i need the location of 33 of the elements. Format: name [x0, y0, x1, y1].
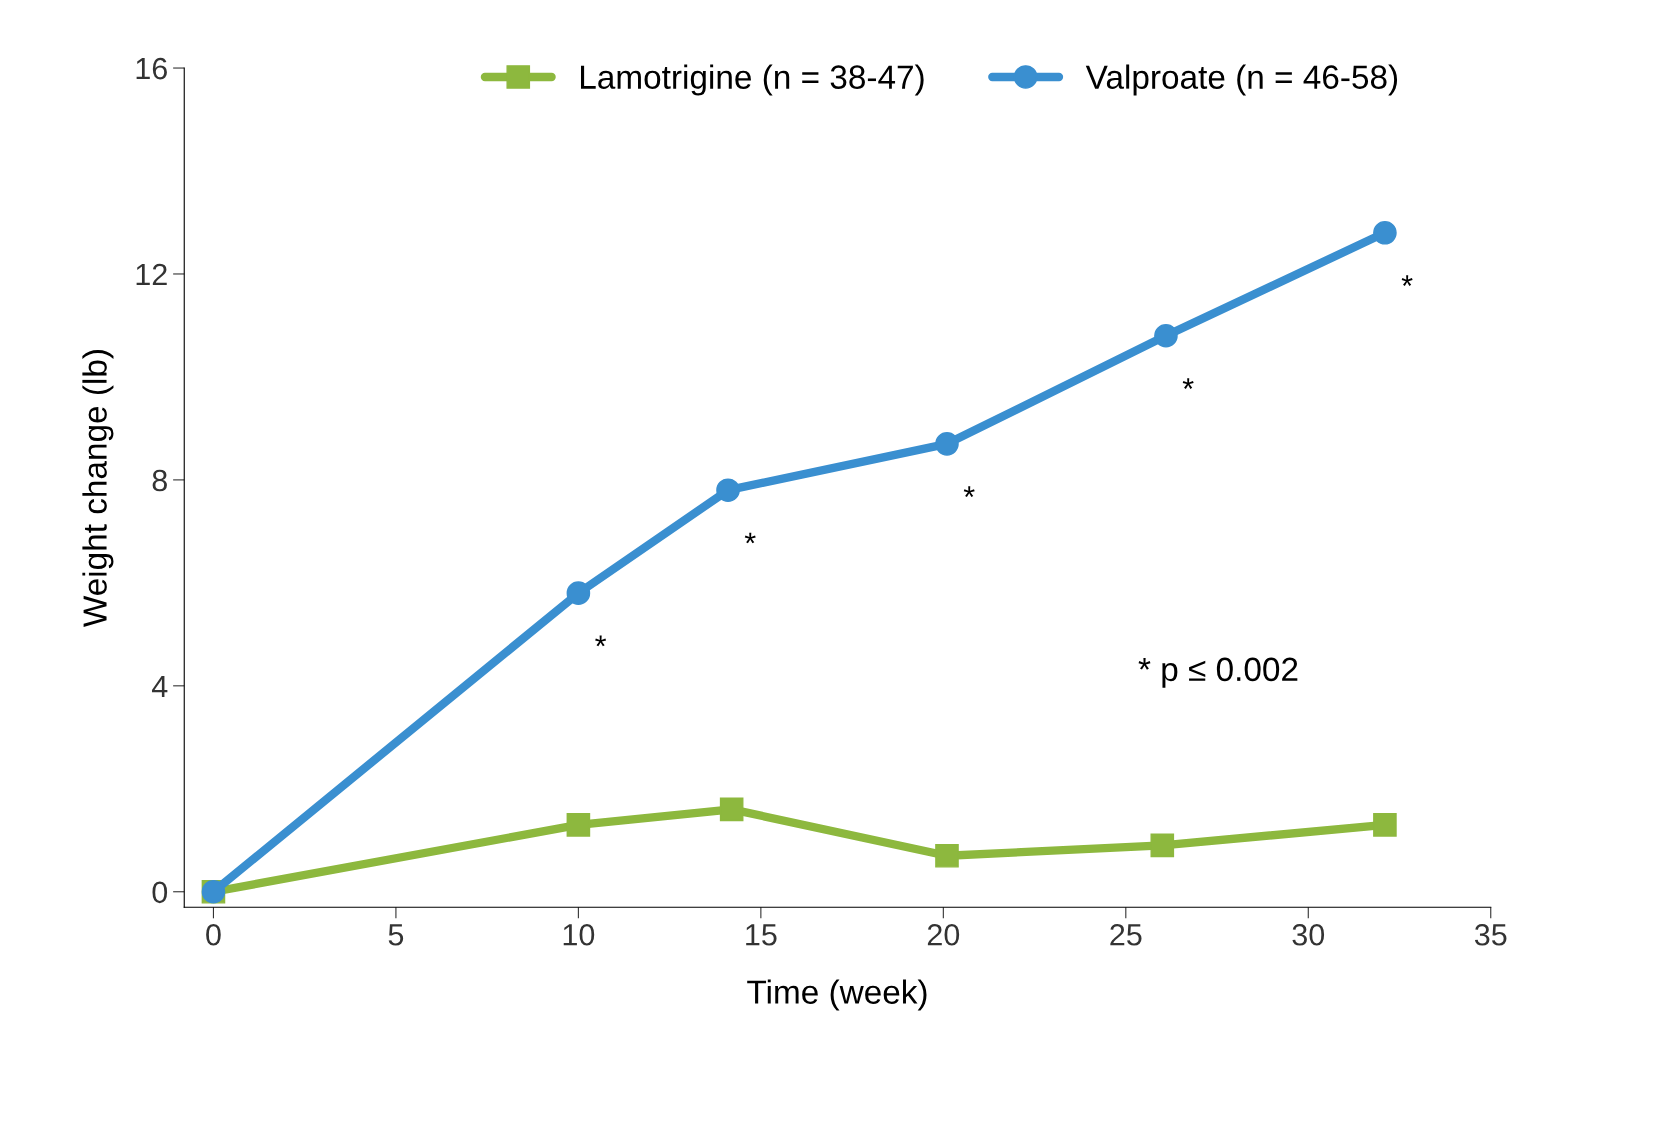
x-tick-label: 10 [563, 923, 595, 946]
annotation: * [1401, 275, 1413, 286]
point [935, 843, 959, 868]
annotation: * [963, 486, 975, 498]
x-tick-label: 5 [388, 924, 404, 946]
y-tick-label: 8 [152, 469, 167, 492]
annotation: * p ≤ 0.002 [1138, 657, 1298, 688]
point [719, 797, 744, 822]
point [566, 581, 591, 605]
point [1373, 813, 1397, 837]
y-axis-title: Weight change (lb) [82, 350, 114, 628]
point [1154, 323, 1178, 348]
x-tick-label: 25 [1110, 923, 1142, 946]
point [935, 432, 959, 456]
annotation: * [744, 532, 756, 544]
x-axis-title: Time (week) [747, 979, 927, 1011]
y-tick-label: 0 [152, 881, 168, 904]
annotation: * [1182, 378, 1194, 389]
y-tick-label: 4 [151, 675, 168, 697]
y-tick-label: 16 [136, 57, 167, 80]
x-tick-label: 30 [1292, 923, 1325, 946]
x-tick-label: 15 [746, 924, 777, 946]
legend-label: Valproate (n = 46-58) [1085, 64, 1398, 96]
point [1373, 220, 1397, 245]
y-tick-label: 12 [136, 263, 167, 286]
legend-label: Lamotrigine (n = 38-47) [581, 64, 924, 96]
point [1150, 833, 1175, 858]
x-tick-label: 35 [1474, 923, 1507, 946]
x-tick-label: 0 [206, 923, 221, 946]
x-tick-label: 20 [927, 923, 960, 946]
point [566, 813, 591, 837]
annotation: * [595, 635, 607, 647]
point [716, 478, 740, 503]
